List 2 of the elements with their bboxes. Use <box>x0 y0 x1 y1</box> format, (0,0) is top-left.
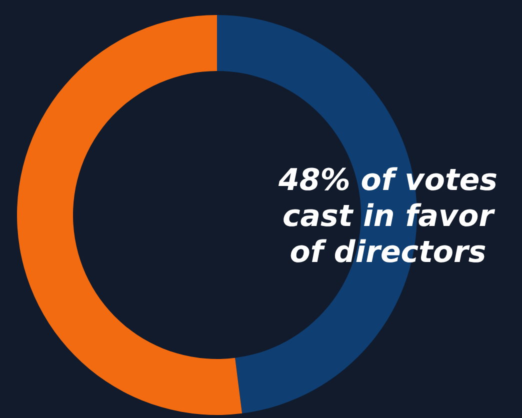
text: 48% of votes cast in favor of directors <box>277 163 498 270</box>
donut-slice <box>17 15 242 415</box>
